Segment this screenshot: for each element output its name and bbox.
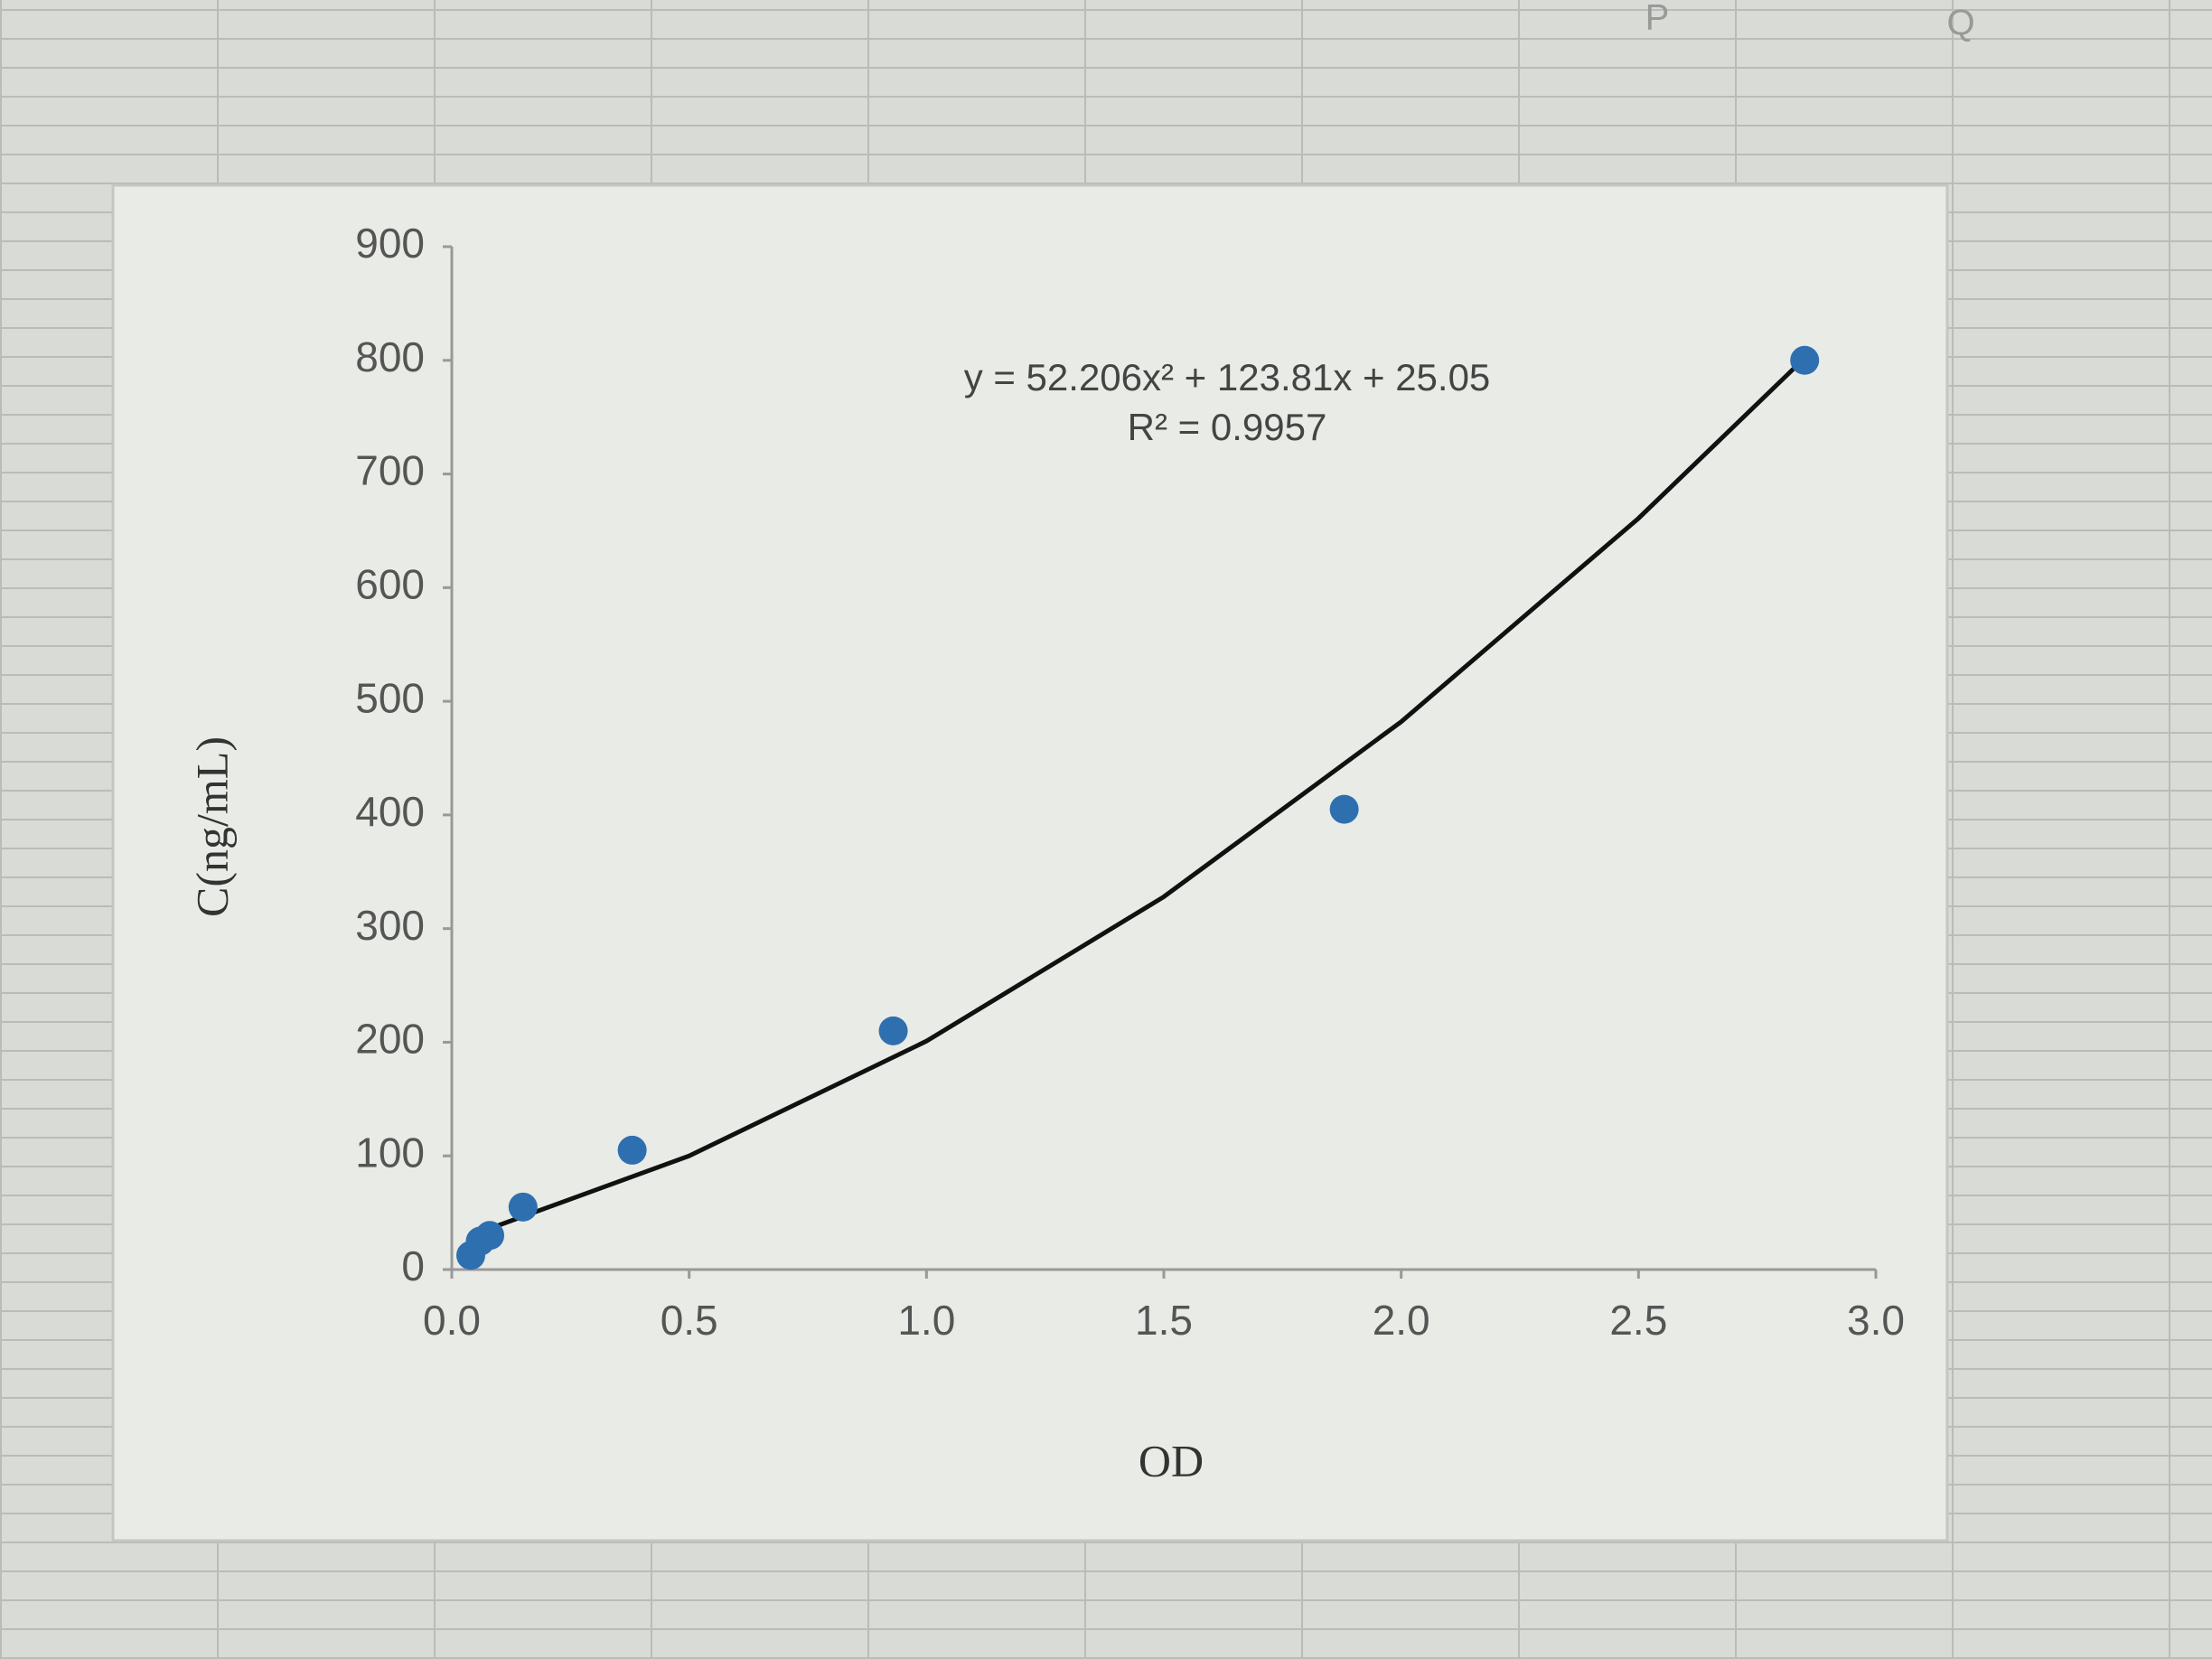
y-tick-label: 100 (355, 1129, 425, 1176)
column-header: P (1645, 0, 1670, 38)
r-squared: R² = 0.9957 (1128, 406, 1327, 448)
x-tick-label: 3.0 (1847, 1297, 1905, 1344)
trendline-equation: y = 52.206x² + 123.81x + 25.05 (964, 356, 1491, 398)
x-tick-label: 0.5 (661, 1297, 718, 1344)
y-tick-label: 900 (355, 220, 425, 267)
chart-area (111, 183, 1949, 1542)
y-tick-label: 400 (355, 788, 425, 835)
data-point (878, 1016, 908, 1045)
data-point (508, 1192, 538, 1222)
y-tick-label: 0 (401, 1242, 425, 1289)
data-point (1329, 794, 1359, 824)
y-tick-label: 300 (355, 902, 425, 949)
data-point (475, 1221, 505, 1251)
y-tick-label: 200 (355, 1016, 425, 1063)
column-header: Q (1946, 4, 1974, 43)
x-tick-label: 2.5 (1609, 1297, 1667, 1344)
x-tick-label: 1.0 (897, 1297, 955, 1344)
data-point (617, 1135, 647, 1165)
x-tick-label: 0.0 (423, 1297, 481, 1344)
y-tick-label: 700 (355, 447, 425, 494)
y-axis-title: C(ng/mL) (186, 736, 237, 917)
data-point (1790, 345, 1820, 375)
y-tick-label: 500 (355, 674, 425, 721)
trendline (470, 356, 1806, 1238)
x-axis-title: OD (1139, 1435, 1204, 1486)
x-tick-label: 2.0 (1373, 1297, 1430, 1344)
y-tick-label: 800 (355, 333, 425, 380)
x-tick-label: 1.5 (1135, 1297, 1193, 1344)
y-tick-label: 600 (355, 560, 425, 607)
